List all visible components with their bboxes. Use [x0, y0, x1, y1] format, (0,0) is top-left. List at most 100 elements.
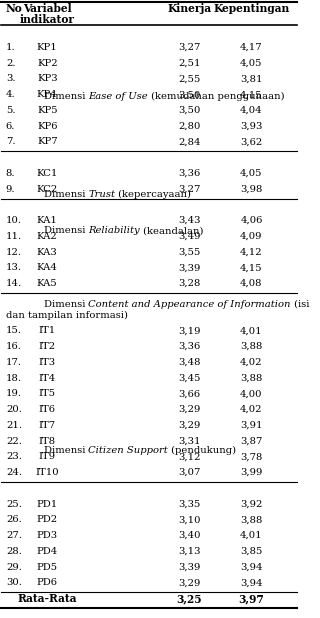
Text: Kepentingan: Kepentingan [213, 2, 290, 14]
Text: KP7: KP7 [37, 137, 58, 146]
Text: (keandalan): (keandalan) [140, 226, 204, 235]
Text: 8.: 8. [6, 169, 15, 178]
Text: 19.: 19. [6, 389, 22, 399]
Text: indikator: indikator [20, 14, 75, 25]
Text: 3,50: 3,50 [178, 106, 200, 115]
Text: IT10: IT10 [36, 468, 59, 477]
Text: 17.: 17. [6, 358, 22, 367]
Text: PD1: PD1 [36, 499, 58, 509]
Text: 3,39: 3,39 [178, 263, 200, 273]
Text: 3,07: 3,07 [178, 468, 200, 477]
Text: dan tampilan informasi): dan tampilan informasi) [6, 311, 128, 320]
Text: 3,62: 3,62 [240, 137, 262, 146]
Text: 3,85: 3,85 [240, 547, 263, 556]
Text: 3,19: 3,19 [178, 326, 201, 336]
Text: 3,88: 3,88 [240, 515, 263, 524]
Text: IT9: IT9 [39, 452, 56, 461]
Text: 22.: 22. [6, 436, 22, 446]
Text: IT1: IT1 [39, 326, 56, 336]
Text: 4,12: 4,12 [240, 248, 263, 256]
Text: PD4: PD4 [36, 547, 58, 556]
Text: 12.: 12. [6, 248, 22, 256]
Text: 29.: 29. [6, 562, 22, 572]
Text: IT7: IT7 [39, 421, 56, 430]
Text: 3,25: 3,25 [176, 593, 202, 604]
Text: 4,06: 4,06 [240, 216, 263, 225]
Text: 4,15: 4,15 [240, 90, 263, 99]
Text: 2,80: 2,80 [178, 122, 200, 130]
Text: 3,40: 3,40 [178, 531, 201, 540]
Text: Kinerja: Kinerja [167, 2, 211, 14]
Text: Dimensi: Dimensi [44, 190, 88, 199]
Text: Variabel: Variabel [23, 2, 72, 14]
Text: (kemudahan penggunaan): (kemudahan penggunaan) [148, 92, 284, 101]
Text: 3,12: 3,12 [178, 452, 201, 461]
Text: 3,94: 3,94 [240, 578, 263, 587]
Text: 3,55: 3,55 [178, 248, 200, 256]
Text: 18.: 18. [6, 374, 22, 383]
Text: Ease of Use: Ease of Use [88, 92, 148, 101]
Text: 4,05: 4,05 [240, 59, 263, 68]
Text: 4,08: 4,08 [240, 279, 263, 288]
Text: 2,51: 2,51 [178, 59, 201, 68]
Text: 3,29: 3,29 [178, 421, 200, 430]
Text: IT4: IT4 [39, 374, 56, 383]
Text: PD6: PD6 [37, 578, 58, 587]
Text: 3,29: 3,29 [178, 578, 200, 587]
Text: 4,05: 4,05 [240, 169, 263, 178]
Text: KP1: KP1 [37, 43, 58, 52]
Text: KP3: KP3 [37, 75, 58, 83]
Text: 3,28: 3,28 [178, 279, 200, 288]
Text: Dimensi: Dimensi [44, 300, 88, 308]
Text: 3,29: 3,29 [178, 405, 200, 414]
Text: Rata-Rata: Rata-Rata [18, 593, 77, 604]
Text: 9.: 9. [6, 185, 15, 193]
Text: 3,98: 3,98 [240, 185, 263, 193]
Text: 3,49: 3,49 [178, 232, 201, 241]
Text: No: No [6, 2, 23, 14]
Text: Citizen Support: Citizen Support [88, 446, 168, 455]
Text: 2,84: 2,84 [178, 137, 201, 146]
Text: 4,15: 4,15 [240, 263, 263, 273]
Text: 4,01: 4,01 [240, 326, 263, 336]
Text: IT5: IT5 [39, 389, 56, 399]
Text: 1.: 1. [6, 43, 15, 52]
Text: KP2: KP2 [37, 59, 58, 68]
Text: 4,01: 4,01 [240, 531, 263, 540]
Text: 14.: 14. [6, 279, 22, 288]
Text: 4,09: 4,09 [240, 232, 263, 241]
Text: Dimensi: Dimensi [44, 446, 88, 455]
Text: Dimensi: Dimensi [44, 92, 88, 101]
Text: 27.: 27. [6, 531, 22, 540]
Text: 3,88: 3,88 [240, 342, 263, 351]
Text: 6.: 6. [6, 122, 15, 130]
Text: 4,17: 4,17 [240, 43, 263, 52]
Text: PD5: PD5 [37, 562, 58, 572]
Text: 3,50: 3,50 [178, 90, 200, 99]
Text: 3,10: 3,10 [178, 515, 201, 524]
Text: KC2: KC2 [36, 185, 58, 193]
Text: 3,81: 3,81 [240, 75, 263, 83]
Text: 2,55: 2,55 [178, 75, 200, 83]
Text: 3,87: 3,87 [240, 436, 263, 446]
Text: (pendukung): (pendukung) [168, 446, 236, 455]
Text: KP5: KP5 [37, 106, 58, 115]
Text: 25.: 25. [6, 499, 22, 509]
Text: 28.: 28. [6, 547, 22, 556]
Text: 23.: 23. [6, 452, 22, 461]
Text: 3,78: 3,78 [240, 452, 263, 461]
Text: 3,94: 3,94 [240, 562, 263, 572]
Text: 4,02: 4,02 [240, 405, 263, 414]
Text: KP6: KP6 [37, 122, 58, 130]
Text: 3,97: 3,97 [238, 593, 264, 604]
Text: PD2: PD2 [37, 515, 58, 524]
Text: 20.: 20. [6, 405, 22, 414]
Text: 3,45: 3,45 [178, 374, 201, 383]
Text: KP4: KP4 [37, 90, 58, 99]
Text: IT2: IT2 [39, 342, 56, 351]
Text: 3,35: 3,35 [178, 499, 200, 509]
Text: IT6: IT6 [39, 405, 56, 414]
Text: 2.: 2. [6, 59, 15, 68]
Text: 3,99: 3,99 [240, 468, 263, 477]
Text: 3,48: 3,48 [178, 358, 201, 367]
